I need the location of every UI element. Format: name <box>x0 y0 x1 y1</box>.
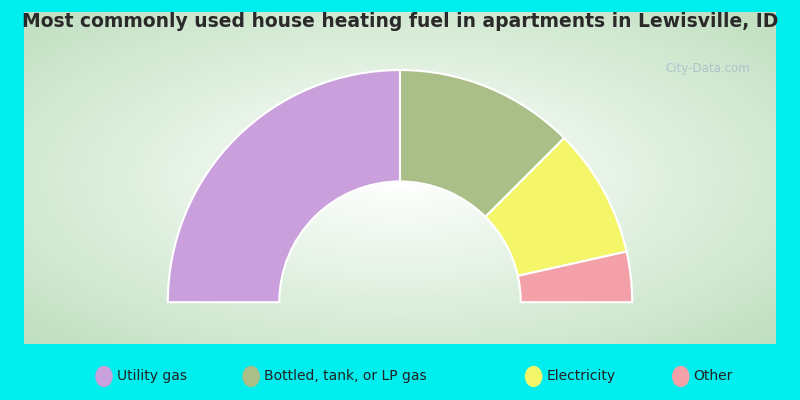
Text: Utility gas: Utility gas <box>117 370 187 384</box>
Ellipse shape <box>525 366 542 387</box>
Text: Most commonly used house heating fuel in apartments in Lewisville, ID: Most commonly used house heating fuel in… <box>22 12 778 31</box>
Text: Bottled, tank, or LP gas: Bottled, tank, or LP gas <box>264 370 426 384</box>
Text: City-Data.com: City-Data.com <box>666 62 750 75</box>
Ellipse shape <box>672 366 690 387</box>
Wedge shape <box>400 70 564 217</box>
Wedge shape <box>486 138 626 276</box>
Ellipse shape <box>242 366 260 387</box>
Wedge shape <box>168 70 400 302</box>
Ellipse shape <box>95 366 113 387</box>
Text: Electricity: Electricity <box>546 370 615 384</box>
Wedge shape <box>518 252 632 302</box>
Text: Other: Other <box>694 370 733 384</box>
